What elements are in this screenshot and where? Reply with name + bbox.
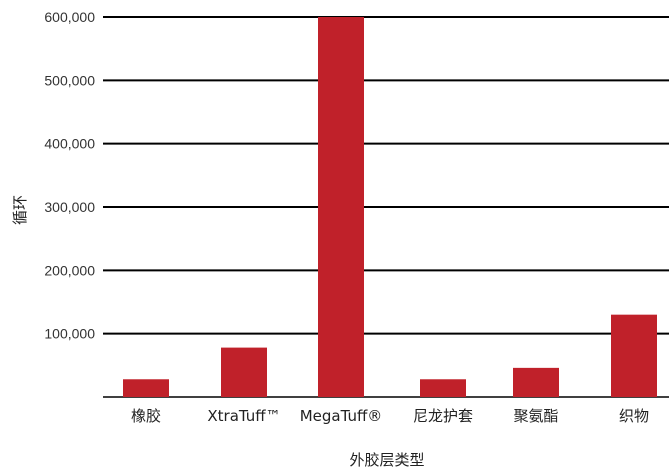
y-tick-label: 200,000: [44, 262, 95, 278]
bar: [420, 379, 466, 397]
y-tick-label: 400,000: [44, 136, 95, 152]
x-category-label: 尼龙护套: [413, 407, 473, 425]
bar: [123, 379, 169, 397]
y-axis-title: 循环: [11, 195, 29, 225]
y-axis-tick-labels: 100,000 200,000 300,000 400,000 500,000 600,0…: [44, 9, 95, 342]
x-category-label: 聚氨酯: [513, 407, 558, 425]
bar: [513, 367, 559, 397]
bar: [221, 347, 267, 397]
gridlines: [103, 16, 669, 398]
x-category-label: 织物: [619, 407, 649, 425]
y-tick-label: 300,000: [44, 199, 95, 215]
x-axis-category-labels: 橡胶 XtraTuff™ MegaTuff® 尼龙护套 聚氨酯 织物: [131, 407, 649, 425]
x-category-label: 橡胶: [131, 407, 161, 425]
bar: [611, 314, 657, 397]
y-tick-label: 500,000: [44, 72, 95, 88]
x-category-label: MegaTuff®: [300, 407, 383, 425]
bar: [318, 17, 364, 397]
y-tick-label: 600,000: [44, 9, 95, 25]
x-axis-title: 外胶层类型: [349, 451, 424, 468]
x-category-label: XtraTuff™: [207, 407, 280, 425]
bars: [123, 17, 657, 397]
y-tick-label: 100,000: [44, 326, 95, 342]
